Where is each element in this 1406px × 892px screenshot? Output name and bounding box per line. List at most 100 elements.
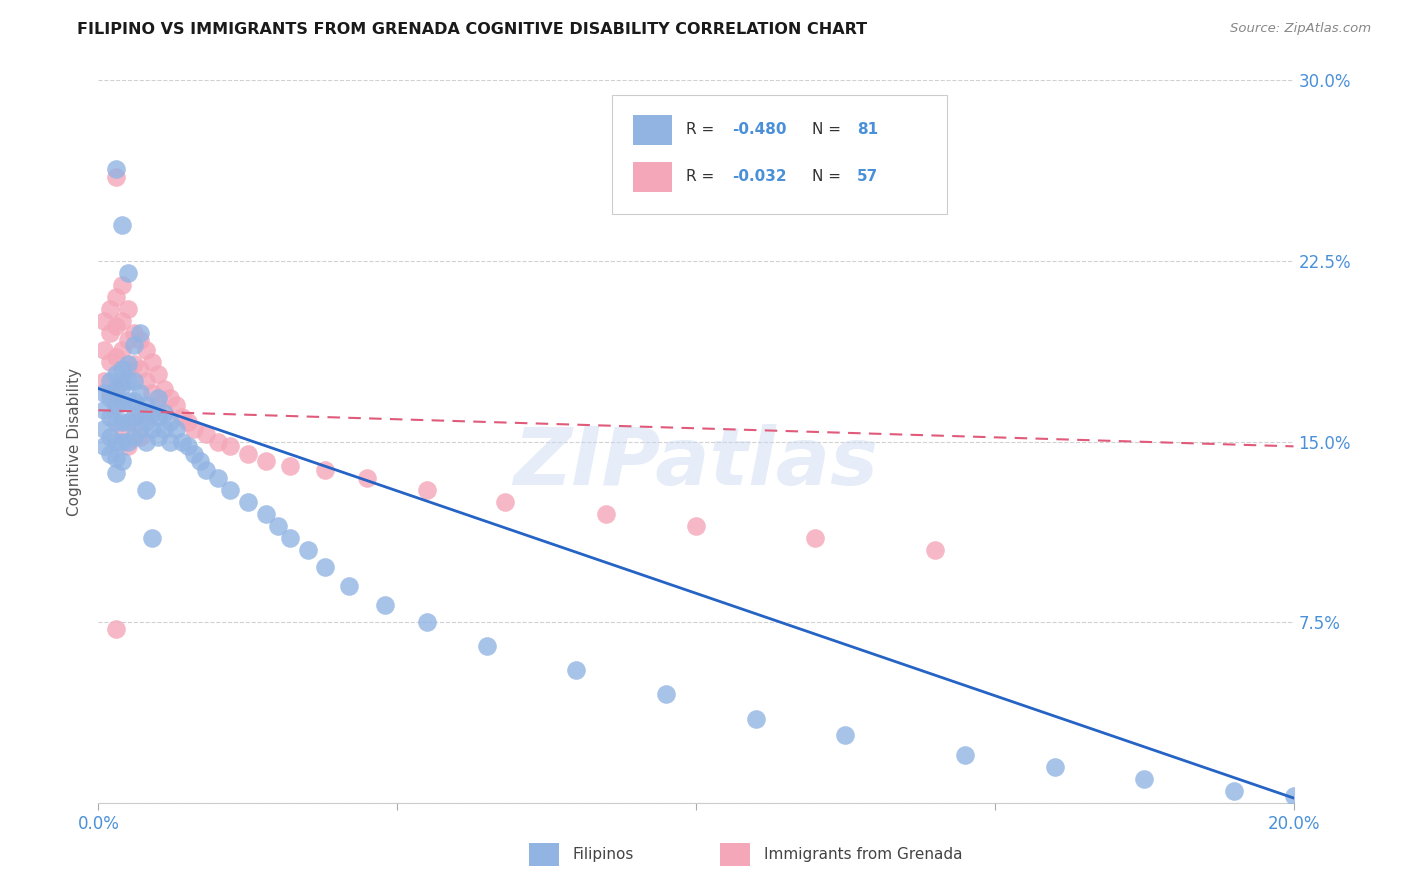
Point bbox=[153, 382, 176, 396]
Point bbox=[98, 430, 122, 444]
Point bbox=[278, 458, 301, 473]
Bar bbox=[633, 162, 672, 193]
Point bbox=[105, 451, 128, 466]
Point bbox=[129, 430, 152, 444]
Point bbox=[135, 398, 157, 412]
Point bbox=[165, 422, 187, 436]
Point bbox=[105, 415, 128, 429]
Point bbox=[254, 507, 277, 521]
Point bbox=[98, 410, 122, 425]
Point bbox=[148, 410, 170, 425]
Point bbox=[315, 559, 337, 574]
Y-axis label: Cognitive Disability: Cognitive Disability bbox=[67, 368, 83, 516]
Point bbox=[135, 415, 157, 429]
Point bbox=[117, 415, 139, 429]
Point bbox=[135, 434, 157, 449]
Point bbox=[148, 367, 170, 381]
Point bbox=[117, 393, 139, 408]
Text: R =: R = bbox=[686, 122, 720, 136]
Point bbox=[111, 434, 134, 449]
Text: R =: R = bbox=[686, 169, 720, 184]
Point bbox=[98, 446, 122, 460]
Point bbox=[297, 542, 319, 557]
Point bbox=[111, 374, 134, 388]
Point bbox=[98, 301, 122, 317]
Point bbox=[416, 615, 439, 630]
Text: FILIPINO VS IMMIGRANTS FROM GRENADA COGNITIVE DISABILITY CORRELATION CHART: FILIPINO VS IMMIGRANTS FROM GRENADA COGN… bbox=[77, 22, 868, 37]
Text: N =: N = bbox=[811, 169, 846, 184]
Point bbox=[195, 427, 218, 442]
Point bbox=[98, 355, 122, 369]
Point bbox=[111, 396, 134, 410]
Text: Filipinos: Filipinos bbox=[572, 847, 634, 863]
Point bbox=[117, 358, 139, 372]
Point bbox=[117, 362, 139, 376]
Point bbox=[141, 531, 163, 545]
Point bbox=[153, 406, 176, 420]
Point bbox=[148, 398, 170, 412]
Point bbox=[236, 494, 259, 508]
Point bbox=[93, 403, 115, 417]
Point bbox=[105, 382, 128, 396]
Point bbox=[117, 374, 139, 388]
Point bbox=[135, 343, 157, 357]
Point bbox=[111, 454, 134, 468]
Point bbox=[339, 579, 361, 593]
Text: 57: 57 bbox=[858, 169, 879, 184]
Point bbox=[117, 334, 139, 348]
Point bbox=[219, 483, 242, 497]
Point bbox=[207, 470, 229, 484]
Point bbox=[98, 386, 122, 401]
Point bbox=[111, 343, 134, 357]
Point bbox=[111, 379, 134, 393]
Point bbox=[98, 391, 122, 405]
Point bbox=[172, 434, 194, 449]
Point bbox=[93, 386, 115, 401]
Point bbox=[1282, 789, 1305, 803]
Point bbox=[177, 415, 200, 429]
Text: N =: N = bbox=[811, 122, 846, 136]
Point bbox=[685, 518, 707, 533]
Text: ZIPatlas: ZIPatlas bbox=[513, 425, 879, 502]
Point bbox=[105, 434, 128, 449]
Point bbox=[1043, 760, 1066, 774]
Point bbox=[148, 430, 170, 444]
Point bbox=[141, 406, 163, 420]
Point bbox=[219, 439, 242, 453]
Point bbox=[93, 374, 115, 388]
Bar bbox=[720, 843, 749, 866]
Point bbox=[135, 406, 157, 420]
Point bbox=[207, 434, 229, 449]
Point bbox=[105, 367, 128, 381]
Text: Source: ZipAtlas.com: Source: ZipAtlas.com bbox=[1230, 22, 1371, 36]
Point bbox=[124, 430, 146, 444]
Point bbox=[124, 410, 146, 425]
Point bbox=[236, 446, 259, 460]
Point bbox=[135, 483, 157, 497]
Point bbox=[172, 410, 194, 425]
Point bbox=[105, 466, 128, 480]
Point bbox=[254, 454, 277, 468]
Point bbox=[93, 314, 115, 328]
Point bbox=[153, 422, 176, 436]
Point bbox=[595, 507, 617, 521]
Point bbox=[416, 483, 439, 497]
Point bbox=[565, 664, 588, 678]
Point bbox=[953, 747, 976, 762]
Point bbox=[159, 415, 181, 429]
Point bbox=[105, 382, 128, 396]
Point bbox=[93, 439, 115, 453]
Point bbox=[195, 463, 218, 477]
Point bbox=[745, 712, 768, 726]
Point bbox=[165, 398, 187, 412]
Point bbox=[129, 334, 152, 348]
Bar bbox=[633, 115, 672, 145]
Point bbox=[129, 386, 152, 401]
Text: Immigrants from Grenada: Immigrants from Grenada bbox=[763, 847, 963, 863]
Point bbox=[111, 277, 134, 292]
Point bbox=[124, 358, 146, 372]
Point bbox=[494, 494, 516, 508]
Point bbox=[183, 446, 205, 460]
Point bbox=[105, 350, 128, 364]
Point bbox=[98, 326, 122, 340]
